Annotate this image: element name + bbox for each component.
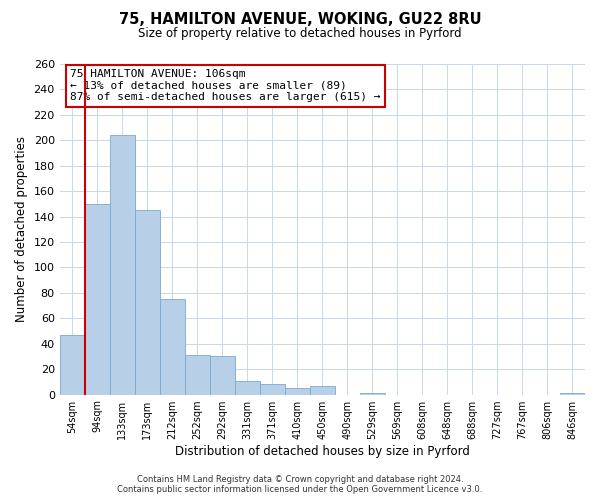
Bar xyxy=(85,204,110,394)
Y-axis label: Number of detached properties: Number of detached properties xyxy=(15,136,28,322)
Bar xyxy=(260,384,285,394)
Bar xyxy=(285,388,310,394)
Bar xyxy=(210,356,235,395)
Bar xyxy=(235,380,260,394)
Text: 75 HAMILTON AVENUE: 106sqm
← 13% of detached houses are smaller (89)
87% of semi: 75 HAMILTON AVENUE: 106sqm ← 13% of deta… xyxy=(70,69,380,102)
Bar xyxy=(110,135,135,394)
X-axis label: Distribution of detached houses by size in Pyrford: Distribution of detached houses by size … xyxy=(175,444,470,458)
Bar xyxy=(185,355,210,395)
Bar xyxy=(135,210,160,394)
Bar xyxy=(59,335,85,394)
Text: 75, HAMILTON AVENUE, WOKING, GU22 8RU: 75, HAMILTON AVENUE, WOKING, GU22 8RU xyxy=(119,12,481,28)
Bar xyxy=(160,299,185,394)
Text: Contains HM Land Registry data © Crown copyright and database right 2024.
Contai: Contains HM Land Registry data © Crown c… xyxy=(118,474,482,494)
Bar xyxy=(310,386,335,394)
Text: Size of property relative to detached houses in Pyrford: Size of property relative to detached ho… xyxy=(138,28,462,40)
